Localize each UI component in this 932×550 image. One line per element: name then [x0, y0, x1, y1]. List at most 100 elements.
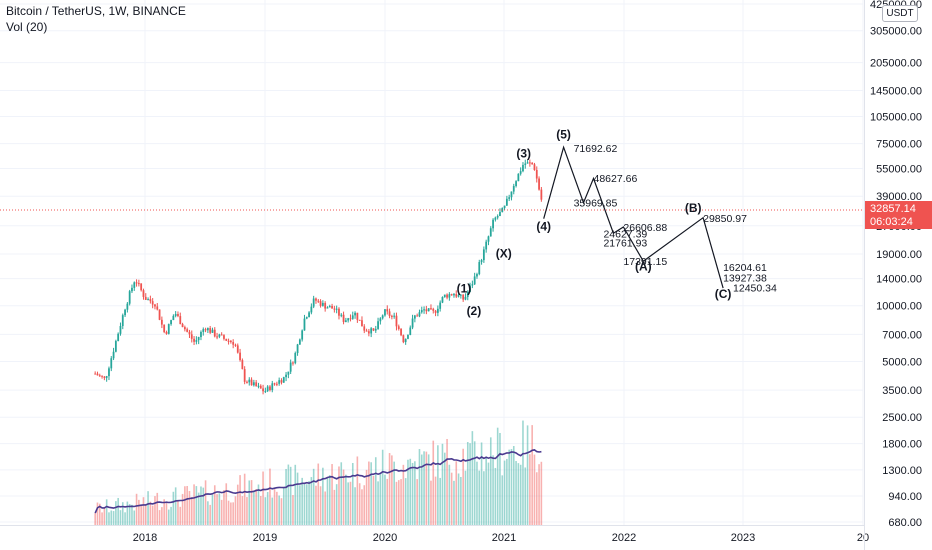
candle-body — [278, 380, 281, 384]
volume-bar — [312, 468, 315, 525]
candle-body — [522, 164, 524, 172]
volume-bar — [236, 484, 239, 525]
candle-body — [167, 324, 170, 334]
volume-bar — [294, 464, 297, 525]
volume-bar — [138, 499, 140, 525]
volume-bar — [427, 454, 430, 525]
wave-annotations: (1) (2) (3) (4) (5) (X) (A) (B) (C) 71692.62 48627… — [457, 127, 777, 318]
volume-bar — [98, 503, 101, 525]
price-tick-label: 940.00 — [888, 491, 922, 503]
candle-body — [181, 324, 184, 328]
volume-bar — [287, 464, 290, 525]
volume-bar — [529, 454, 531, 525]
candle-body — [275, 383, 278, 385]
candle-body — [480, 260, 483, 263]
volume-bar — [503, 460, 506, 525]
candle-body — [510, 191, 513, 198]
volume-bar — [255, 488, 257, 525]
volume-bar — [430, 480, 432, 525]
candle-body — [128, 291, 131, 304]
volume-bar — [414, 461, 416, 525]
volume-indicator-label[interactable]: Vol (20) — [6, 20, 48, 34]
volume-bar — [269, 468, 271, 525]
volume-bar — [409, 458, 412, 525]
last-price-tag: 32857.14 06:03:24 — [865, 201, 932, 229]
candle-body — [358, 319, 361, 321]
price-tick-label: 2500.00 — [882, 412, 922, 424]
candle-body — [177, 313, 179, 317]
volume-bar — [473, 441, 476, 525]
candle-body — [436, 308, 439, 313]
candle-body — [478, 262, 481, 275]
candle-body — [110, 358, 113, 369]
volume-bar — [167, 509, 170, 525]
volume-bar — [112, 511, 115, 525]
candle-body — [489, 228, 492, 237]
volume-bar — [379, 474, 382, 525]
volume-bar — [370, 462, 372, 525]
volume-bar — [358, 483, 361, 525]
price-tick-label: 680.00 — [888, 517, 922, 529]
candle-body — [119, 326, 122, 334]
candle-body — [165, 332, 168, 334]
volume-bar — [305, 484, 308, 525]
price-axis[interactable]: 425000.00305000.00205000.00145000.001050… — [870, 0, 922, 529]
volume-bar — [533, 454, 536, 525]
time-tick-label: 2021 — [492, 532, 516, 544]
volume-bar — [108, 512, 110, 525]
candle-body — [147, 299, 149, 301]
volume-bar — [446, 438, 448, 525]
volume-bar — [119, 510, 122, 525]
price-annotation: 48627.66 — [594, 173, 638, 185]
symbol-title[interactable]: Bitcoin / TetherUS, 1W, BINANCE — [6, 4, 186, 18]
candle-body — [296, 344, 299, 354]
candle-body — [430, 308, 432, 310]
candle-body — [317, 300, 320, 302]
candle-body — [471, 284, 474, 286]
volume-bar — [239, 475, 241, 525]
candle-body — [223, 335, 225, 339]
candle-body — [193, 338, 195, 342]
candle-body — [407, 334, 409, 339]
volume-bar — [462, 448, 464, 525]
price-annotation: 16204.61 — [723, 262, 767, 274]
volume-bar — [163, 499, 165, 525]
volume-bar — [439, 477, 441, 525]
volume-bar — [374, 457, 377, 525]
candle-body — [347, 318, 350, 321]
candle-body — [160, 319, 163, 325]
candle-body — [512, 186, 515, 192]
volume-bar — [110, 510, 113, 525]
price-tick-label: 1800.00 — [882, 439, 922, 451]
candle-body — [154, 304, 156, 307]
volume-bar — [524, 467, 527, 525]
volume-bar — [437, 445, 439, 525]
candle-body — [469, 285, 471, 292]
candle-body — [255, 382, 258, 387]
candle-body — [540, 189, 543, 200]
candle-body — [453, 294, 455, 296]
candlestick-series — [94, 159, 543, 395]
candle-body — [395, 315, 398, 327]
currency-badge[interactable]: USDT — [882, 5, 918, 22]
volume-bar — [423, 451, 425, 525]
price-annotation: 35969.85 — [574, 198, 618, 210]
time-axis[interactable]: 2018 2019 2020 2021 2022 2023 20 — [133, 532, 869, 544]
elliott-wave-projection — [543, 145, 724, 289]
volume-bar — [407, 459, 409, 525]
volume-bar — [471, 431, 474, 525]
candle-body — [333, 308, 336, 310]
candle-body — [379, 318, 382, 322]
candle-body — [434, 310, 437, 313]
volume-bar — [140, 505, 142, 525]
volume-bar — [328, 475, 331, 525]
candle-body — [505, 198, 508, 206]
volume-bar — [517, 463, 520, 525]
candle-body — [367, 331, 370, 334]
volume-bar — [540, 461, 543, 525]
candle-body — [459, 294, 462, 296]
volume-bar — [282, 488, 285, 525]
volume-bar — [526, 425, 529, 525]
volume-bar — [246, 497, 248, 525]
